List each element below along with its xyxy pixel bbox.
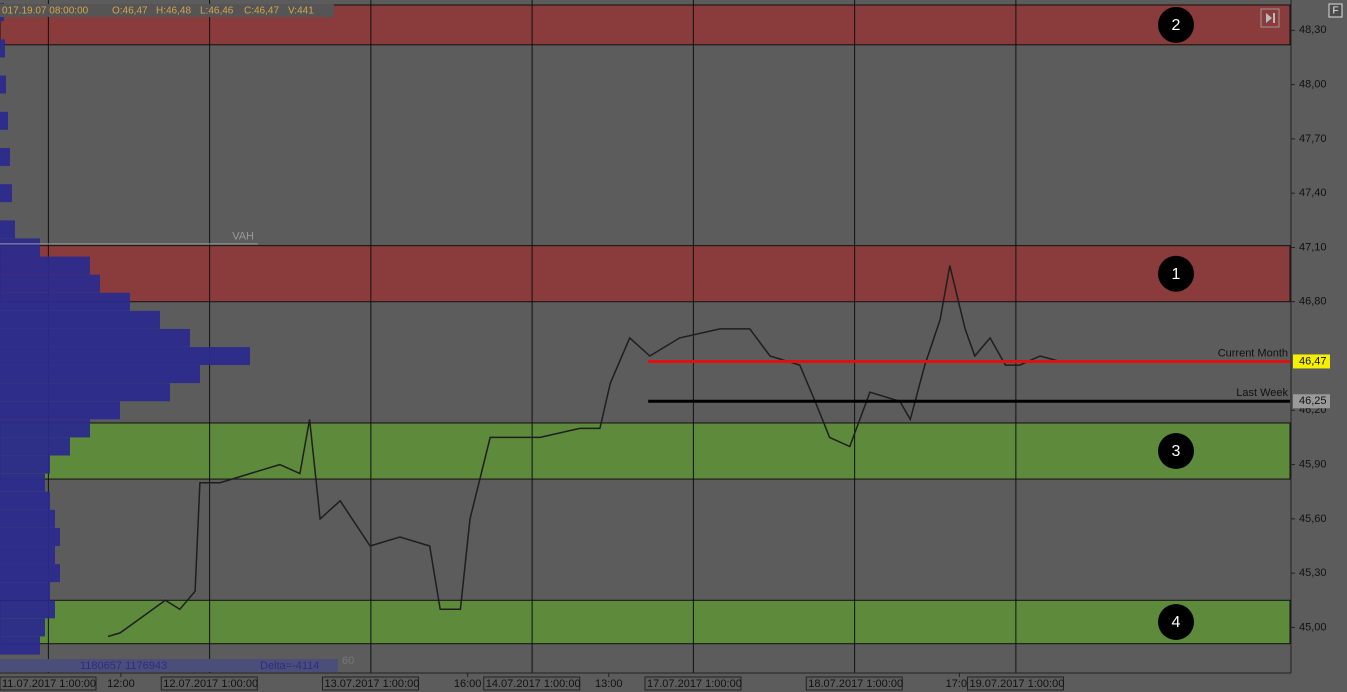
footer-volumes: 1180657 1176943 (80, 660, 167, 672)
profile-bar (0, 310, 160, 329)
profile-bar (0, 419, 90, 438)
price-line (107, 265, 1061, 638)
x-tick-label: 19.07.2017 1:00:00 (970, 678, 1065, 690)
profile-bar (0, 401, 120, 420)
footer-period: 60 (342, 655, 354, 667)
y-tick-label: 46,80 (1299, 296, 1327, 308)
info-field: O:46,47 (112, 6, 148, 17)
f-label: F (1332, 6, 1338, 17)
y-tick-label: 47,40 (1299, 187, 1327, 199)
y-tick-label: 45,00 (1299, 621, 1327, 633)
zone-label: 4 (1172, 614, 1181, 631)
zone-badge (1158, 433, 1194, 470)
x-tick-label: 12:00 (107, 678, 135, 690)
footer-box (255, 659, 338, 672)
info-field: C:46,47 (244, 6, 279, 17)
x-date-box (805, 676, 903, 691)
zone-badge (1158, 255, 1194, 292)
y-tick-label: 45,90 (1299, 458, 1327, 470)
x-date-box (322, 676, 419, 691)
zone (0, 422, 1291, 480)
profile-bar (0, 437, 70, 456)
play-icon (1266, 13, 1275, 23)
x-tick-label: 13.07.2017 1:00:00 (325, 678, 420, 690)
profile-bar (0, 509, 55, 528)
profile-bar (0, 39, 5, 58)
info-field: L:46,46 (200, 6, 234, 17)
zone (0, 245, 1291, 303)
x-tick-label: 17.07.2017 1:00:00 (647, 678, 742, 690)
profile-bar (0, 147, 10, 166)
zone-badge (1158, 604, 1194, 641)
x-date-box (644, 676, 742, 691)
plot-area (0, 0, 1291, 673)
info-field: H:46,48 (156, 6, 191, 17)
profile-bar (0, 292, 130, 311)
y-tick-label: 48,00 (1299, 79, 1327, 91)
y-tick-label: 45,60 (1299, 513, 1327, 525)
footer-box (0, 659, 255, 672)
x-tick-label: 13:00 (595, 678, 623, 690)
y-tick-label: 45,30 (1299, 567, 1327, 579)
zone-label: 2 (1172, 17, 1181, 34)
profile-bar (0, 455, 50, 474)
x-date-box (483, 676, 581, 691)
level-name: Current Month (1218, 347, 1288, 359)
info-field: V:441 (288, 6, 314, 17)
profile-bar (0, 365, 200, 384)
price-tag-label: 46,47 (1299, 355, 1327, 367)
x-tick-label: 12.07.2017 1:00:00 (163, 678, 258, 690)
profile-bar (0, 600, 55, 619)
zone-label: 1 (1172, 266, 1181, 283)
y-tick-label: 47,10 (1299, 241, 1327, 253)
zone-badge (1158, 6, 1194, 43)
profile-bar (0, 582, 50, 601)
profile-bar (0, 383, 170, 402)
profile-bar (0, 238, 40, 257)
profile-bar (0, 347, 250, 366)
price-tag-label: 46,25 (1299, 395, 1327, 407)
info-time: 017.19.07 08:00:00 (2, 6, 89, 17)
price-tag (1293, 394, 1330, 409)
footer-delta: Delta=-4114 (260, 660, 319, 672)
profile-bar (0, 220, 15, 239)
profile-bar (0, 618, 45, 637)
x-date-box (160, 676, 258, 691)
y-tick-label: 47,70 (1299, 133, 1327, 145)
info-bar (0, 4, 334, 17)
profile-bar (0, 328, 190, 347)
x-tick-label: 17:00 (946, 678, 974, 690)
x-tick-label: 11.07.2017 1:00:00 (2, 678, 96, 690)
x-date-box (0, 676, 97, 691)
level-name: Last Week (1236, 387, 1288, 399)
zone (0, 599, 1291, 645)
zone-label: 3 (1172, 443, 1181, 460)
x-date-box (967, 676, 1064, 691)
profile-bar (0, 527, 60, 546)
profile-bar (0, 184, 12, 203)
profile-bar (0, 75, 6, 94)
profile-bar (0, 274, 100, 293)
profile-bar (0, 491, 50, 510)
play-button[interactable] (1260, 8, 1280, 28)
x-tick-label: 18.07.2017 1:00:00 (808, 678, 903, 690)
profile-bar (0, 111, 8, 130)
profile-bar (0, 546, 55, 565)
price-tag (1293, 354, 1330, 369)
f-button[interactable] (1328, 3, 1343, 18)
profile-bar (0, 564, 60, 583)
x-tick-label: 16:00 (454, 678, 482, 690)
profile-bar (0, 256, 90, 275)
profile-bar (0, 473, 45, 492)
vah-label: VAH (232, 231, 254, 243)
profile-bar (0, 636, 40, 655)
y-tick-label: 48,30 (1299, 24, 1327, 36)
x-tick-label: 14.07.2017 1:00:00 (486, 678, 581, 690)
